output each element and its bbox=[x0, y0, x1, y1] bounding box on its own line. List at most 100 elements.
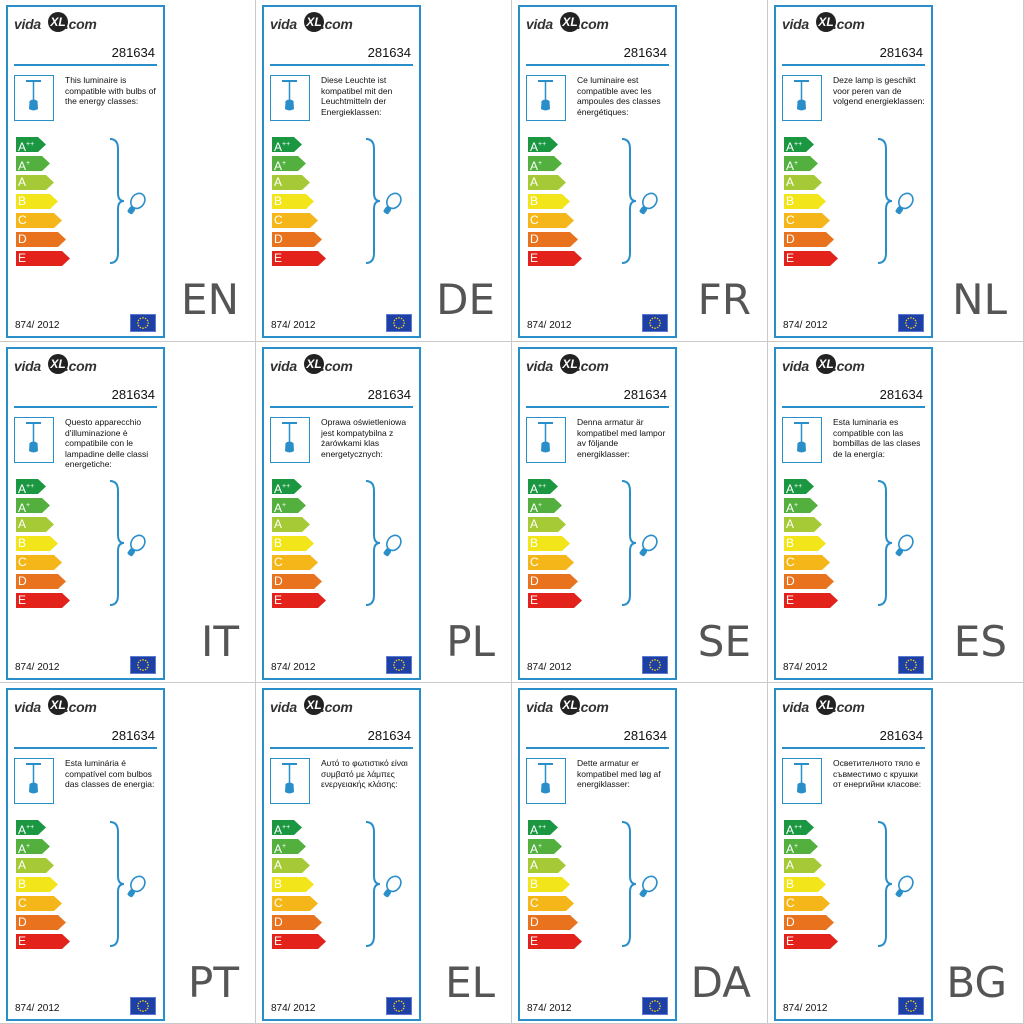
brace-bracket bbox=[109, 480, 125, 606]
label-panel-el: vida XL .com 281634 Αυτό το φωτιστικό εί… bbox=[256, 683, 512, 1024]
energy-class-letter: C bbox=[18, 555, 27, 569]
logo-text-prefix: vida bbox=[14, 699, 41, 715]
logo-text-prefix: vida bbox=[526, 358, 553, 374]
compatibility-text: Ce luminaire est compatible avec les amp… bbox=[577, 75, 661, 117]
product-number: 281634 bbox=[623, 387, 667, 402]
compatibility-text: Oprawa oświetleniowa jest kompatybilna z… bbox=[321, 417, 407, 459]
label-panel-pl: vida XL .com 281634 Oprawa oświetleniowa… bbox=[256, 342, 512, 683]
divider bbox=[14, 747, 157, 749]
eu-flag-icon bbox=[898, 656, 924, 674]
energy-class-letter: D bbox=[530, 574, 539, 588]
energy-class-bar: A++ bbox=[272, 137, 302, 152]
energy-class-bar: A+ bbox=[784, 498, 818, 513]
energy-class-letter: D bbox=[530, 915, 539, 929]
language-code: ES bbox=[953, 617, 1007, 666]
light-bulb-icon bbox=[127, 192, 146, 215]
compatibility-text: Questo apparecchio d'illuminazione è com… bbox=[65, 417, 149, 470]
energy-class-scale: A++ A+ A B C D E bbox=[16, 137, 86, 272]
energy-class-plus: ++ bbox=[538, 141, 547, 148]
language-code: DE bbox=[436, 275, 495, 324]
energy-class-letter: A bbox=[530, 159, 539, 173]
energy-class-bar: E bbox=[528, 251, 582, 266]
energy-class-letter: E bbox=[786, 593, 795, 607]
energy-label-card: vida XL .com 281634 Questo apparecchio d… bbox=[6, 347, 165, 680]
energy-class-bar: C bbox=[16, 896, 62, 911]
energy-class-letter: E bbox=[786, 934, 795, 948]
logo-mark: XL bbox=[816, 354, 836, 374]
energy-class-letter: E bbox=[274, 934, 283, 948]
energy-class-bar: E bbox=[528, 593, 582, 608]
brace-bracket bbox=[365, 138, 381, 264]
energy-class-bar: C bbox=[16, 555, 62, 570]
brace-bracket bbox=[621, 138, 637, 264]
energy-class-bar: B bbox=[16, 194, 58, 209]
energy-class-letter: B bbox=[274, 877, 283, 891]
energy-class-plus: ++ bbox=[26, 824, 35, 831]
eu-flag-icon bbox=[642, 314, 668, 332]
eu-flag-icon bbox=[642, 656, 668, 674]
logo-text-prefix: vida bbox=[270, 16, 297, 32]
energy-class-bar: C bbox=[272, 896, 318, 911]
energy-class-letter: D bbox=[786, 915, 795, 929]
energy-class-letter: A bbox=[530, 858, 539, 872]
energy-label-card: vida XL .com 281634 This luminaire is co… bbox=[6, 5, 165, 338]
energy-class-letter: A bbox=[274, 159, 283, 173]
energy-class-letter: E bbox=[530, 593, 539, 607]
energy-class-letter: C bbox=[18, 213, 27, 227]
language-code: IT bbox=[200, 617, 239, 666]
energy-class-letter: D bbox=[786, 232, 795, 246]
eu-flag-icon bbox=[642, 997, 668, 1015]
energy-class-bar: D bbox=[528, 574, 578, 589]
energy-class-letter: E bbox=[18, 593, 27, 607]
energy-class-letter: A bbox=[786, 159, 795, 173]
energy-class-letter: A bbox=[530, 175, 539, 189]
energy-class-plus: ++ bbox=[26, 141, 35, 148]
logo-mark: XL bbox=[560, 12, 580, 32]
energy-class-letter: B bbox=[530, 877, 539, 891]
energy-class-letter: A bbox=[18, 858, 27, 872]
energy-class-bar: E bbox=[784, 593, 838, 608]
energy-class-letter: A bbox=[786, 482, 795, 496]
logo-text-suffix: .com bbox=[321, 358, 353, 374]
energy-class-bar: A bbox=[16, 858, 54, 873]
energy-class-bar: A+ bbox=[16, 839, 50, 854]
energy-class-letter: C bbox=[530, 896, 539, 910]
pendant-lamp-icon bbox=[14, 75, 54, 121]
energy-class-bar: B bbox=[784, 536, 826, 551]
language-code: PL bbox=[446, 617, 495, 666]
energy-class-plus: ++ bbox=[794, 141, 803, 148]
energy-class-letter: D bbox=[786, 574, 795, 588]
energy-class-letter: B bbox=[786, 194, 795, 208]
energy-class-scale: A++ A+ A B C D E bbox=[528, 820, 598, 955]
eu-flag-icon bbox=[130, 997, 156, 1015]
eu-flag-icon bbox=[898, 997, 924, 1015]
regulation-number: 874/ 2012 bbox=[783, 320, 828, 331]
energy-label-card: vida XL .com 281634 Oprawa oświetleniowa… bbox=[262, 347, 421, 680]
energy-class-bar: B bbox=[16, 877, 58, 892]
energy-class-scale: A++ A+ A B C D E bbox=[272, 137, 342, 272]
energy-class-letter: D bbox=[18, 915, 27, 929]
label-panel-se: vida XL .com 281634 Denna armatur är kom… bbox=[512, 342, 768, 683]
energy-label-card: vida XL .com 281634 Esta luminaria es co… bbox=[774, 347, 933, 680]
energy-class-bar: E bbox=[272, 593, 326, 608]
energy-label-card: vida XL .com 281634 Deze lamp is geschik… bbox=[774, 5, 933, 338]
energy-class-letter: C bbox=[274, 555, 283, 569]
energy-class-bar: B bbox=[272, 536, 314, 551]
energy-class-bar: B bbox=[272, 194, 314, 209]
energy-class-letter: B bbox=[18, 877, 27, 891]
pendant-lamp-icon bbox=[782, 75, 822, 121]
energy-class-bar: B bbox=[528, 194, 570, 209]
regulation-number: 874/ 2012 bbox=[15, 662, 60, 673]
energy-class-bar: A bbox=[272, 858, 310, 873]
energy-class-letter: A bbox=[274, 501, 283, 515]
language-code: FR bbox=[697, 275, 751, 324]
energy-class-bar: A bbox=[528, 175, 566, 190]
brace-bracket bbox=[109, 821, 125, 947]
logo-text-suffix: .com bbox=[321, 16, 353, 32]
energy-class-letter: A bbox=[786, 858, 795, 872]
product-number: 281634 bbox=[111, 45, 155, 60]
energy-class-bar: A+ bbox=[16, 156, 50, 171]
regulation-number: 874/ 2012 bbox=[527, 320, 572, 331]
compatibility-text: Esta luminária é compatível com bulbos d… bbox=[65, 758, 155, 790]
